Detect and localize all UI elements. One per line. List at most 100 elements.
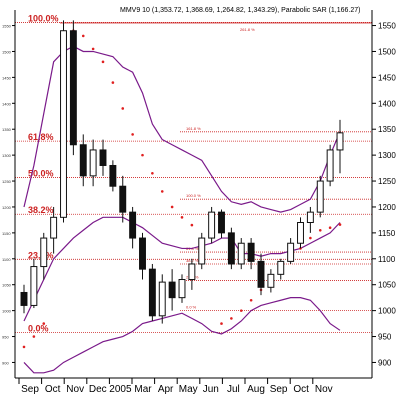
y-tick-label-left: 1300 <box>2 153 12 158</box>
sar-dot <box>318 228 322 232</box>
sar-dot <box>131 133 134 136</box>
y-tick-label: 1550 <box>378 22 396 31</box>
candle-body <box>79 144 87 177</box>
y-tick-label-left: 1200 <box>2 205 12 210</box>
y-tick-label-left: 1150 <box>2 231 11 236</box>
candle-body <box>326 149 334 182</box>
candle-body <box>20 291 28 306</box>
y-tick-label-left: 1500 <box>2 49 12 54</box>
fib-label-left: 0.0% <box>28 323 49 333</box>
fib-label-left: 50.0% <box>28 168 54 178</box>
x-tick-label: 2005 <box>109 384 132 395</box>
y-tick-label: 1300 <box>378 151 396 160</box>
bollinger-middle-line <box>23 216 341 322</box>
sar-dot <box>190 223 194 227</box>
candle-body <box>237 242 245 265</box>
candle-body <box>306 211 314 224</box>
candle-body <box>129 211 137 239</box>
y-tick-label: 900 <box>378 358 392 367</box>
y-tick-label: 1500 <box>378 47 396 56</box>
y-tick-label: 1400 <box>378 99 396 108</box>
y-tick-label: 1200 <box>378 203 396 212</box>
candle-body <box>208 211 216 239</box>
fib-label-left: 61.8% <box>28 132 54 142</box>
candle-body <box>257 260 265 288</box>
y-tick-label-left: 1550 <box>2 24 12 29</box>
y-tick-label-left: 1400 <box>2 101 12 106</box>
candle-body <box>227 232 235 265</box>
fib-label-top: 261.8 % <box>240 27 255 32</box>
fib-label-left: 100.0% <box>28 13 59 23</box>
sar-dot <box>309 236 312 240</box>
y-tick-label-left: 950 <box>2 335 9 340</box>
sar-dot <box>170 205 174 209</box>
y-tick-label: 1000 <box>378 307 396 316</box>
x-tick-label: Nov <box>315 384 333 395</box>
y-tick-label-left: 1100 <box>2 257 11 262</box>
candle-body <box>99 149 107 166</box>
x-tick-label: Apr <box>158 384 174 395</box>
sar-dot <box>328 226 332 229</box>
candle-body <box>336 132 344 151</box>
candle-body <box>178 279 186 299</box>
candle-body <box>139 237 146 270</box>
y-tick-label-left: 1000 <box>2 309 12 314</box>
candles-group <box>20 20 344 324</box>
candle-body <box>40 237 48 268</box>
sar-dot <box>239 309 243 312</box>
candle-body <box>198 237 206 265</box>
sar-dot <box>220 322 223 325</box>
candle-body <box>158 281 166 317</box>
y-tick-label: 950 <box>378 333 392 342</box>
candle-body <box>109 164 117 187</box>
candle-body <box>267 273 275 288</box>
y-tick-label: 1100 <box>378 255 396 264</box>
sar-dot <box>91 47 95 51</box>
candle-body <box>119 185 127 213</box>
y-tick-label-left: 1250 <box>2 179 12 184</box>
sar-dot <box>180 216 184 219</box>
y-tick-label: 1350 <box>378 125 396 134</box>
sar-dot <box>338 223 342 226</box>
y-tick-label-left: 1350 <box>2 127 12 132</box>
fib-label-right: 100.0 % <box>186 193 201 198</box>
x-tick-label: Nov <box>66 384 84 395</box>
y-tick-label-left: 1050 <box>2 283 12 288</box>
candle-body <box>60 30 67 218</box>
candle-body <box>30 266 38 306</box>
y-tick-label: 1250 <box>378 177 396 186</box>
sar-dot <box>160 190 164 193</box>
candle-body <box>188 263 196 281</box>
candle-body <box>247 242 255 262</box>
sar-dot <box>151 171 154 175</box>
x-tick-label: Sep <box>270 384 288 395</box>
fib-label-right: 161.8 % <box>186 126 201 131</box>
candle-body <box>287 242 295 262</box>
x-tick-label: Oct <box>293 384 309 395</box>
sar-dot <box>121 107 125 110</box>
fib-label-right: 38.2 % <box>186 258 199 263</box>
candle-body <box>69 30 77 146</box>
candle-body <box>297 222 304 244</box>
axes-group: 900 900 950 950 1000 1000 1050 1050 1100 1100 1150… <box>2 10 396 395</box>
x-tick-label: Mar <box>134 384 152 395</box>
y-tick-label: 1150 <box>378 229 396 238</box>
candle-body <box>277 260 285 275</box>
y-tick-label-left: 900 <box>2 360 9 365</box>
candle-body <box>218 211 225 234</box>
x-tick-label: Jun <box>203 384 219 395</box>
x-tick-label: Oct <box>45 384 61 395</box>
y-tick-label: 1450 <box>378 73 396 82</box>
candle-body <box>316 180 324 213</box>
y-tick-label-left: 1450 <box>2 75 12 80</box>
bollinger-lower-line <box>23 297 341 374</box>
candle-body <box>168 281 176 299</box>
fib-label-left: 38.2% <box>28 205 54 215</box>
sar-dot <box>32 335 36 338</box>
sar-dot <box>42 322 46 325</box>
sar-dot <box>81 34 85 38</box>
sar-dot <box>101 60 105 64</box>
sar-dot <box>249 298 253 302</box>
sar-dot <box>22 345 26 349</box>
